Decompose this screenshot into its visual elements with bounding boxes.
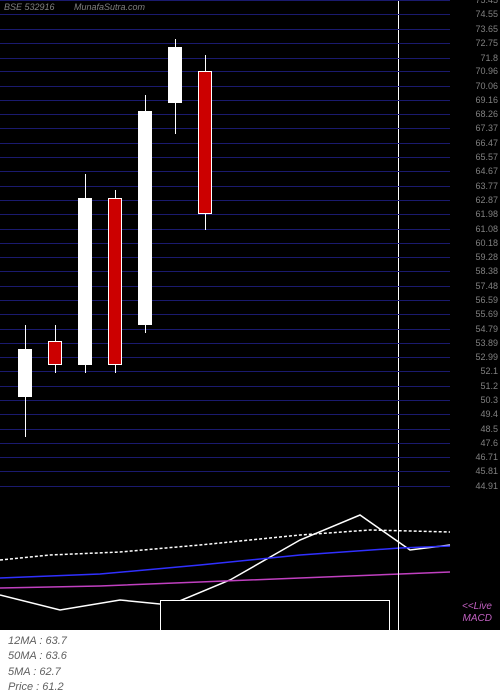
y-axis-label: 69.16 [475, 95, 498, 105]
y-axis-label: 56.59 [475, 295, 498, 305]
macd-label: MACD [463, 613, 492, 624]
candle-body [78, 198, 92, 365]
y-axis-label: 75.45 [475, 0, 498, 5]
y-axis-label: 60.18 [475, 238, 498, 248]
gridline [0, 43, 450, 44]
chart-container: BSE 532916 MunafaSutra.com 75.45 74.55 73.… [0, 0, 500, 700]
y-axis-label: 44.91 [475, 481, 498, 491]
candle-body [18, 349, 32, 397]
gridline [0, 286, 450, 287]
y-axis-label: 70.06 [475, 81, 498, 91]
y-axis-label: 53.89 [475, 338, 498, 348]
y-axis-label: 63.77 [475, 181, 498, 191]
gridline [0, 257, 450, 258]
time-marker [398, 0, 399, 500]
y-axis-label: 47.6 [480, 438, 498, 448]
gridline [0, 171, 450, 172]
price-value: Price : 61.2 [8, 680, 492, 695]
gridline [0, 114, 450, 115]
y-axis-label: 57.48 [475, 281, 498, 291]
gridline [0, 229, 450, 230]
gridline [0, 414, 450, 415]
price-panel[interactable]: BSE 532916 MunafaSutra.com 75.45 74.55 73.… [0, 0, 500, 500]
indicator-line [0, 546, 450, 578]
y-axis-label: 61.98 [475, 209, 498, 219]
y-axis-label: 54.79 [475, 324, 498, 334]
gridline [0, 386, 450, 387]
ma5-value: 5MA : 62.7 [8, 665, 492, 680]
y-axis-label: 61.08 [475, 224, 498, 234]
gridline [0, 486, 450, 487]
gridline [0, 214, 450, 215]
gridline [0, 457, 450, 458]
candle-body [108, 198, 122, 365]
gridline [0, 300, 450, 301]
y-axis-label: 59.28 [475, 252, 498, 262]
ma12-value: 12MA : 63.7 [8, 634, 492, 649]
y-axis-label: 48.5 [480, 424, 498, 434]
candle-body [48, 341, 62, 365]
y-axis-label: 55.69 [475, 309, 498, 319]
y-axis-label: 52.1 [480, 366, 498, 376]
gridline [0, 471, 450, 472]
gridline [0, 128, 450, 129]
site-label: MunafaSutra.com [74, 2, 145, 12]
gridline [0, 200, 450, 201]
y-axis-label: 64.67 [475, 166, 498, 176]
y-axis-label: 67.37 [475, 123, 498, 133]
gridline [0, 71, 450, 72]
gridline [0, 0, 450, 1]
y-axis-label: 74.55 [475, 9, 498, 19]
live-label: <<Live [462, 601, 492, 612]
candle-body [138, 111, 152, 326]
y-axis-label: 70.96 [475, 66, 498, 76]
gridline [0, 86, 450, 87]
y-axis-label: 72.75 [475, 38, 498, 48]
gridline [0, 400, 450, 401]
gridline [0, 29, 450, 30]
gridline [0, 314, 450, 315]
gridline [0, 100, 450, 101]
gridline [0, 443, 450, 444]
gridline [0, 329, 450, 330]
indicator-line [0, 530, 450, 560]
gridline [0, 157, 450, 158]
gridline [0, 343, 450, 344]
ma50-value: 50MA : 63.6 [8, 649, 492, 664]
y-axis-label: 50.3 [480, 395, 498, 405]
y-axis-label: 62.87 [475, 195, 498, 205]
y-axis-label: 46.71 [475, 452, 498, 462]
time-marker-macd [398, 500, 399, 630]
gridline [0, 58, 450, 59]
y-axis-label: 51.2 [480, 381, 498, 391]
gridline [0, 429, 450, 430]
indicator-line [0, 515, 450, 610]
gridline [0, 243, 450, 244]
gridline [0, 186, 450, 187]
gridline [0, 371, 450, 372]
candle-body [198, 71, 212, 214]
gridline [0, 357, 450, 358]
y-axis-label: 49.4 [480, 409, 498, 419]
y-axis-label: 45.81 [475, 466, 498, 476]
y-axis-label: 73.65 [475, 24, 498, 34]
indicator-line [0, 572, 450, 588]
gridline [0, 143, 450, 144]
y-axis-label: 71.8 [480, 53, 498, 63]
y-axis-label: 68.26 [475, 109, 498, 119]
stats-panel: 12MA : 63.7 50MA : 63.6 5MA : 62.7 Price… [0, 630, 500, 700]
symbol-label: BSE 532916 [4, 2, 55, 12]
gridline [0, 14, 450, 15]
y-axis-label: 65.57 [475, 152, 498, 162]
candle-body [168, 47, 182, 103]
gridline [0, 271, 450, 272]
y-axis-label: 66.47 [475, 138, 498, 148]
y-axis-label: 58.38 [475, 266, 498, 276]
y-axis-label: 52.99 [475, 352, 498, 362]
